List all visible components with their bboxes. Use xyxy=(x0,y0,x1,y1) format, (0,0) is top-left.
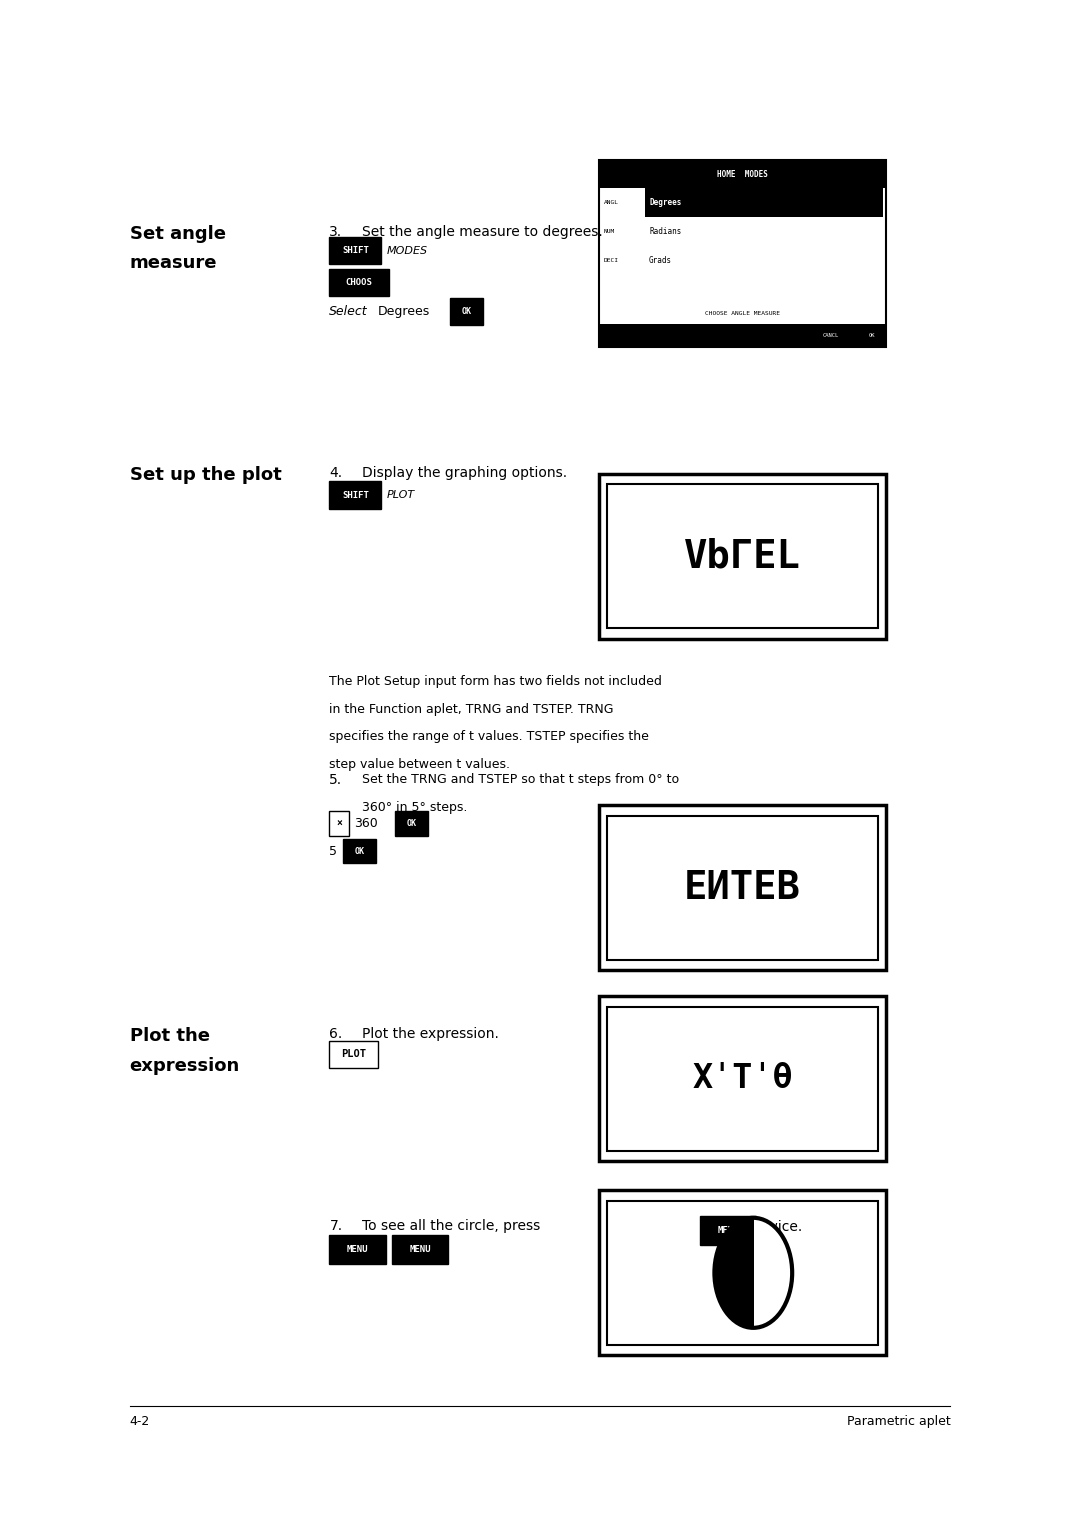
FancyBboxPatch shape xyxy=(607,1007,878,1151)
Text: Set the angle measure to degrees.: Set the angle measure to degrees. xyxy=(362,225,603,238)
Text: MENU: MENU xyxy=(347,1245,368,1253)
Circle shape xyxy=(715,1218,792,1328)
FancyBboxPatch shape xyxy=(599,805,886,970)
Text: 3.: 3. xyxy=(329,225,342,238)
Text: ANGL: ANGL xyxy=(604,200,619,205)
Polygon shape xyxy=(715,1218,754,1328)
Text: 360° in 5° steps.: 360° in 5° steps. xyxy=(362,801,468,814)
FancyBboxPatch shape xyxy=(607,484,878,628)
FancyBboxPatch shape xyxy=(343,839,376,863)
Text: 6.: 6. xyxy=(329,1027,342,1041)
Text: step value between t values.: step value between t values. xyxy=(329,758,511,772)
FancyBboxPatch shape xyxy=(329,811,349,836)
Text: PLOT: PLOT xyxy=(341,1050,366,1059)
Bar xyxy=(599,324,886,347)
FancyBboxPatch shape xyxy=(329,1041,378,1068)
FancyBboxPatch shape xyxy=(599,160,886,347)
Text: MENU: MENU xyxy=(409,1245,431,1253)
Text: Display the graphing options.: Display the graphing options. xyxy=(362,466,567,480)
Text: OK: OK xyxy=(868,333,875,338)
Text: DECI: DECI xyxy=(604,258,619,263)
FancyBboxPatch shape xyxy=(329,269,389,296)
Text: expression: expression xyxy=(130,1057,240,1076)
Text: Grads: Grads xyxy=(649,257,672,264)
Text: SHIFT: SHIFT xyxy=(342,246,368,255)
Text: Set up the plot: Set up the plot xyxy=(130,466,282,484)
Text: SHIFT: SHIFT xyxy=(342,490,368,500)
Text: MODES: MODES xyxy=(387,246,428,255)
FancyBboxPatch shape xyxy=(329,1235,386,1264)
Text: ×: × xyxy=(336,819,342,828)
FancyBboxPatch shape xyxy=(599,474,886,639)
Text: 4-2: 4-2 xyxy=(130,1415,150,1429)
Text: 7.: 7. xyxy=(329,1219,342,1233)
Text: Set the TRNG and TSTEP so that t steps from 0° to: Set the TRNG and TSTEP so that t steps f… xyxy=(362,773,679,787)
Text: MENU: MENU xyxy=(717,1227,739,1235)
FancyBboxPatch shape xyxy=(395,811,428,836)
Text: VbГEL: VbГEL xyxy=(684,538,801,575)
FancyBboxPatch shape xyxy=(450,298,483,325)
Text: Plot the: Plot the xyxy=(130,1027,210,1045)
FancyBboxPatch shape xyxy=(392,1235,448,1264)
Text: CHOOSE ANGLE MEASURE: CHOOSE ANGLE MEASURE xyxy=(705,310,780,316)
Text: 5: 5 xyxy=(329,845,337,857)
FancyBboxPatch shape xyxy=(329,237,381,264)
FancyBboxPatch shape xyxy=(599,996,886,1161)
Text: twice.: twice. xyxy=(761,1219,802,1235)
Text: OK: OK xyxy=(461,307,472,316)
Text: XˈTˈθ: XˈTˈθ xyxy=(692,1062,793,1096)
Text: Degrees: Degrees xyxy=(378,306,430,318)
FancyBboxPatch shape xyxy=(607,816,878,960)
Bar xyxy=(599,160,886,188)
Text: The Plot Setup input form has two fields not included: The Plot Setup input form has two fields… xyxy=(329,675,662,689)
Bar xyxy=(645,188,883,217)
Text: in the Function aplet, TRNG and TSTEP. TRNG: in the Function aplet, TRNG and TSTEP. T… xyxy=(329,703,613,717)
FancyBboxPatch shape xyxy=(599,1190,886,1355)
FancyBboxPatch shape xyxy=(700,1216,756,1245)
Text: specifies the range of t values. TSTEP specifies the: specifies the range of t values. TSTEP s… xyxy=(329,730,649,744)
Text: CHOOS: CHOOS xyxy=(346,278,373,287)
Text: EИTEB: EИTEB xyxy=(684,869,801,906)
Text: Parametric aplet: Parametric aplet xyxy=(847,1415,950,1429)
Text: Radians: Radians xyxy=(649,228,681,235)
Text: NUM: NUM xyxy=(604,229,615,234)
Text: PLOT: PLOT xyxy=(387,490,415,500)
Text: Select: Select xyxy=(329,306,368,318)
Text: 360: 360 xyxy=(354,817,378,830)
Text: Plot the expression.: Plot the expression. xyxy=(362,1027,499,1041)
Text: OK: OK xyxy=(406,819,417,828)
FancyBboxPatch shape xyxy=(329,481,381,509)
Text: OK: OK xyxy=(354,847,365,856)
Text: CANCL: CANCL xyxy=(823,333,839,338)
Text: measure: measure xyxy=(130,254,217,272)
Text: Degrees: Degrees xyxy=(649,199,681,206)
Text: 5.: 5. xyxy=(329,773,342,787)
FancyBboxPatch shape xyxy=(607,1201,878,1345)
Text: HOME  MODES: HOME MODES xyxy=(717,170,768,179)
Text: 4.: 4. xyxy=(329,466,342,480)
Text: To see all the circle, press: To see all the circle, press xyxy=(362,1219,544,1233)
Text: Set angle: Set angle xyxy=(130,225,226,243)
